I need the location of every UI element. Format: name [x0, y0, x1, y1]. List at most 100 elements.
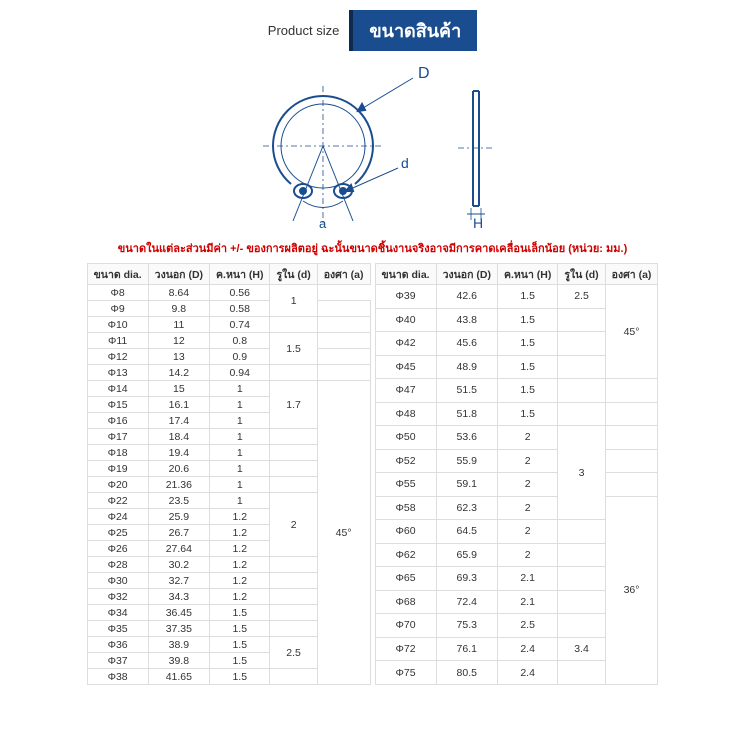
cell-D: 36.45 [148, 605, 209, 621]
cell-D: 17.4 [148, 413, 209, 429]
cell-d [558, 614, 605, 638]
cell-d [270, 461, 317, 477]
cell-a [317, 349, 370, 365]
cell-H: 2.4 [497, 661, 557, 685]
cell-H: 1 [210, 429, 270, 445]
cell-a [605, 426, 658, 450]
cell-D: 34.3 [148, 589, 209, 605]
cell-H: 1 [210, 413, 270, 429]
cell-dia: Φ19 [87, 461, 148, 477]
cell-dia: Φ70 [375, 614, 436, 638]
cell-dia: Φ45 [375, 355, 436, 379]
cell-d: 2 [270, 493, 317, 557]
cell-dia: Φ60 [375, 520, 436, 544]
cell-d [558, 543, 605, 567]
table-row: Φ5559.12 [375, 473, 658, 497]
cell-dia: Φ18 [87, 445, 148, 461]
cell-H: 2 [497, 496, 557, 520]
cell-H: 2 [497, 473, 557, 497]
cell-D: 14.2 [148, 365, 209, 381]
cell-dia: Φ15 [87, 397, 148, 413]
cell-d [270, 669, 317, 685]
cell-d: 1.7 [270, 381, 317, 429]
cell-D: 72.4 [436, 590, 497, 614]
cell-D: 15 [148, 381, 209, 397]
cell-dia: Φ35 [87, 621, 148, 637]
cell-dia: Φ62 [375, 543, 436, 567]
cell-D: 59.1 [436, 473, 497, 497]
cell-H: 0.74 [210, 317, 270, 333]
cell-d [558, 567, 605, 591]
cell-a [317, 365, 370, 381]
cell-d [558, 520, 605, 544]
cell-d [558, 355, 605, 379]
col-header: ค.หนา (H) [497, 264, 557, 285]
cell-H: 1.5 [210, 637, 270, 653]
cell-dia: Φ32 [87, 589, 148, 605]
cell-D: 23.5 [148, 493, 209, 509]
cell-H: 1.2 [210, 525, 270, 541]
cell-D: 65.9 [436, 543, 497, 567]
cell-D: 11 [148, 317, 209, 333]
cell-dia: Φ17 [87, 429, 148, 445]
table-row: Φ11120.81.5 [87, 333, 370, 349]
table-row: Φ12130.9 [87, 349, 370, 365]
table-row: Φ99.80.58 [87, 301, 370, 317]
cell-D: 75.3 [436, 614, 497, 638]
cell-D: 30.2 [148, 557, 209, 573]
cell-D: 20.6 [148, 461, 209, 477]
cell-H: 2 [497, 426, 557, 450]
cell-d [270, 605, 317, 621]
cell-H: 1.2 [210, 509, 270, 525]
cell-H: 1.5 [210, 605, 270, 621]
cell-a [317, 317, 370, 333]
data-tables-container: SCREW & BOLT ขนาด dia.วงนอก (D)ค.หนา (H)… [10, 263, 735, 685]
table-row: Φ3942.61.52.545° [375, 285, 658, 309]
cell-D: 45.6 [436, 332, 497, 356]
cell-H: 0.56 [210, 285, 270, 301]
cell-dia: Φ65 [375, 567, 436, 591]
cell-d [270, 557, 317, 573]
cell-dia: Φ52 [375, 449, 436, 473]
cell-H: 1.5 [497, 285, 557, 309]
cell-dia: Φ48 [375, 402, 436, 426]
cell-H: 1 [210, 461, 270, 477]
cell-a [605, 473, 658, 497]
cell-dia: Φ30 [87, 573, 148, 589]
table-row: Φ4751.51.5 [375, 379, 658, 403]
cell-D: 48.9 [436, 355, 497, 379]
cell-dia: Φ24 [87, 509, 148, 525]
col-header: รูใน (d) [558, 264, 605, 285]
cell-D: 21.36 [148, 477, 209, 493]
cell-dia: Φ11 [87, 333, 148, 349]
cell-D: 25.9 [148, 509, 209, 525]
cell-H: 2 [497, 520, 557, 544]
cell-D: 27.64 [148, 541, 209, 557]
cell-D: 41.65 [148, 669, 209, 685]
cell-dia: Φ55 [375, 473, 436, 497]
table-row: Φ4851.81.5 [375, 402, 658, 426]
table-row: Φ141511.745° [87, 381, 370, 397]
cell-D: 43.8 [436, 308, 497, 332]
left-table: ขนาด dia.วงนอก (D)ค.หนา (H)รูใน (d)องศา … [87, 263, 371, 685]
cell-H: 2.4 [497, 637, 557, 661]
cell-D: 26.7 [148, 525, 209, 541]
cell-H: 1.5 [210, 653, 270, 669]
cell-H: 1.5 [497, 332, 557, 356]
table-row: Φ1314.20.94 [87, 365, 370, 381]
cell-D: 51.5 [436, 379, 497, 403]
cell-dia: Φ22 [87, 493, 148, 509]
cell-d [270, 589, 317, 605]
cell-d [558, 590, 605, 614]
cell-d [558, 332, 605, 356]
cell-d [270, 317, 317, 333]
cell-D: 55.9 [436, 449, 497, 473]
cell-dia: Φ10 [87, 317, 148, 333]
cell-H: 1.5 [497, 355, 557, 379]
cell-D: 9.8 [148, 301, 209, 317]
cell-d [270, 477, 317, 493]
cell-D: 69.3 [436, 567, 497, 591]
cell-H: 1.5 [210, 669, 270, 685]
table-row: Φ5255.92 [375, 449, 658, 473]
cell-D: 62.3 [436, 496, 497, 520]
